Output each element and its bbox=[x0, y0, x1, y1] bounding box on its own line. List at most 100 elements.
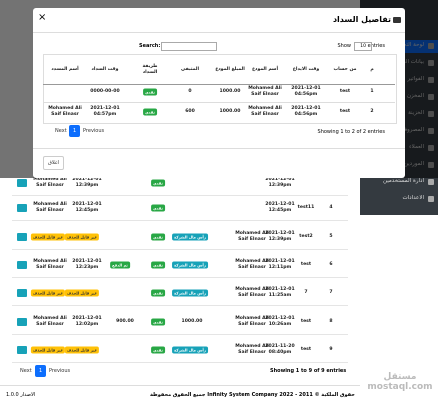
cell-depositor: Mohamed Ali Saif Elnasr bbox=[235, 344, 269, 355]
table-cell: 2021-12-01 04:57pm bbox=[90, 106, 120, 117]
cell-amount: 1000.00 bbox=[181, 319, 203, 324]
header-cell: طريقة السداد bbox=[142, 64, 158, 75]
previous-button[interactable]: Previous bbox=[49, 368, 71, 374]
cell-id: 6 bbox=[329, 262, 333, 267]
cell-method: نقدي bbox=[151, 261, 165, 269]
close-x[interactable]: × bbox=[38, 12, 47, 23]
cell-time: 2021-11-20 08:40pm bbox=[265, 344, 295, 355]
cell-depositor: Mohamed Ali Saif Elnasr bbox=[235, 259, 269, 270]
table-cell: Mohamed Ali Saif Elnasr bbox=[248, 86, 282, 97]
cell-account: test11 bbox=[297, 205, 315, 210]
menu-item[interactable]: الاعدادات bbox=[402, 195, 424, 201]
menu-item[interactable]: ادارة المستخدمين bbox=[383, 178, 424, 184]
header-cell: أسم المودع bbox=[251, 67, 279, 72]
row-line bbox=[12, 195, 348, 196]
cell-payer-time: 2021-12-01 12:45pm bbox=[72, 202, 102, 213]
table-border bbox=[43, 54, 397, 124]
view-button[interactable] bbox=[17, 179, 27, 187]
table-cell: 2 bbox=[370, 109, 374, 114]
cell-time: 2021-12-01 12:45pm bbox=[265, 202, 295, 213]
table-cell: 1 bbox=[370, 89, 374, 94]
cell-status1: غير قابل للحذف bbox=[30, 233, 66, 241]
length-select[interactable]: 10 bbox=[354, 42, 372, 51]
search-input[interactable] bbox=[161, 42, 217, 51]
next-button[interactable]: Next bbox=[20, 368, 32, 374]
cell-method: نقدي bbox=[151, 204, 165, 212]
divider bbox=[33, 32, 405, 33]
copyright: حقوق الملكية © 2011 - 2022 Infinity Syst… bbox=[150, 392, 355, 398]
row-line bbox=[43, 102, 395, 103]
cell-paid: تم الدفع bbox=[110, 261, 130, 269]
table-cell: نقدي bbox=[143, 88, 157, 96]
close-button[interactable]: اغلاق bbox=[43, 156, 64, 170]
menu-icon bbox=[428, 196, 434, 202]
page-button[interactable]: 1 bbox=[69, 125, 81, 137]
table-cell: 1000.00 bbox=[219, 89, 241, 94]
cell-account: test bbox=[300, 319, 312, 324]
watermark: مستقل mostaql.com bbox=[367, 372, 433, 392]
header-cell: المتبقي bbox=[180, 67, 200, 72]
cell-type: رأس مال الشركة bbox=[172, 346, 208, 354]
cell-id: 8 bbox=[329, 319, 333, 324]
view-button[interactable] bbox=[17, 346, 27, 354]
cell-method: نقدي bbox=[151, 233, 165, 241]
entries-text: entries bbox=[367, 43, 385, 49]
view-button[interactable] bbox=[17, 204, 27, 212]
table-cell: test bbox=[339, 109, 351, 114]
view-button[interactable] bbox=[17, 233, 27, 241]
cell-method: نقدي bbox=[151, 289, 165, 297]
cell-time: 2021-12-01 12:39pm bbox=[265, 177, 295, 188]
cell-status2: غير قابل للحذف bbox=[64, 289, 100, 297]
row-line bbox=[12, 305, 348, 306]
show-text: Show bbox=[337, 43, 352, 49]
cell-payer: Mohamed Ali Saif Elnasr bbox=[33, 177, 67, 188]
cell-account: test bbox=[300, 262, 312, 267]
view-button[interactable] bbox=[17, 261, 27, 269]
table-cell: نقدي bbox=[143, 108, 157, 116]
table-cell: 0 bbox=[188, 89, 192, 94]
modal-info: Showing 1 to 2 of 2 entries bbox=[317, 129, 385, 135]
cell-payer: Mohamed Ali Saif Elnasr bbox=[33, 316, 67, 327]
cell-id: 5 bbox=[329, 234, 333, 239]
cell-payer-time: 2021-12-01 12:39pm bbox=[72, 177, 102, 188]
cell-account: test2 bbox=[299, 234, 313, 239]
footer-line bbox=[0, 385, 360, 386]
row-line bbox=[43, 84, 395, 85]
cell-time: 2021-12-01 12:11pm bbox=[265, 259, 295, 270]
previous-button[interactable]: Previous bbox=[83, 128, 105, 134]
modal-title: تفاصيل السداد bbox=[332, 15, 391, 24]
cell-account: test bbox=[300, 347, 312, 352]
page-button[interactable]: 1 bbox=[35, 365, 47, 377]
header-cell: م bbox=[370, 67, 374, 72]
cell-type: رأس مال الشركة bbox=[172, 289, 208, 297]
row-line bbox=[12, 220, 348, 221]
view-button[interactable] bbox=[17, 318, 27, 326]
row-line bbox=[12, 334, 348, 335]
table-cell: 2021-12-01 04:56pm bbox=[291, 86, 321, 97]
cell-method: نقدي bbox=[151, 346, 165, 354]
cell-account: 7 bbox=[304, 290, 308, 295]
header-cell: أسم المسدد bbox=[51, 67, 79, 72]
cell-id: 7 bbox=[329, 290, 333, 295]
cell-status2: غير قابل للحذف bbox=[64, 346, 100, 354]
cell-method: نقدي bbox=[151, 179, 165, 187]
header-cell: وقت الايداع bbox=[292, 67, 320, 72]
cell-payer: Mohamed Ali Saif Elnasr bbox=[33, 202, 67, 213]
cell-time: 2021-12-01 11:25am bbox=[265, 287, 295, 298]
header-cell: وقت السداد bbox=[91, 67, 119, 72]
cell-method: نقدي bbox=[151, 318, 165, 326]
cell-payer-time: 2021-12-01 12:23pm bbox=[72, 259, 102, 270]
cell-id: 4 bbox=[329, 205, 333, 210]
table-cell: 2021-12-01 04:56pm bbox=[291, 106, 321, 117]
modal: تفاصيل السداد × entries 10 Show Search: … bbox=[33, 8, 405, 178]
cell-id: 9 bbox=[329, 347, 333, 352]
table-cell: Mohamed Ali Saif Elnasr bbox=[248, 106, 282, 117]
header-cell: المبلغ المودع bbox=[215, 67, 245, 72]
cell-depositor: Mohamed Ali Saif Elnasr bbox=[235, 231, 269, 242]
view-button[interactable] bbox=[17, 289, 27, 297]
table-cell: test bbox=[339, 89, 351, 94]
title-icon bbox=[393, 17, 401, 23]
cell-status1: غير قابل للحذف bbox=[30, 289, 66, 297]
next-button[interactable]: Next bbox=[55, 128, 67, 134]
